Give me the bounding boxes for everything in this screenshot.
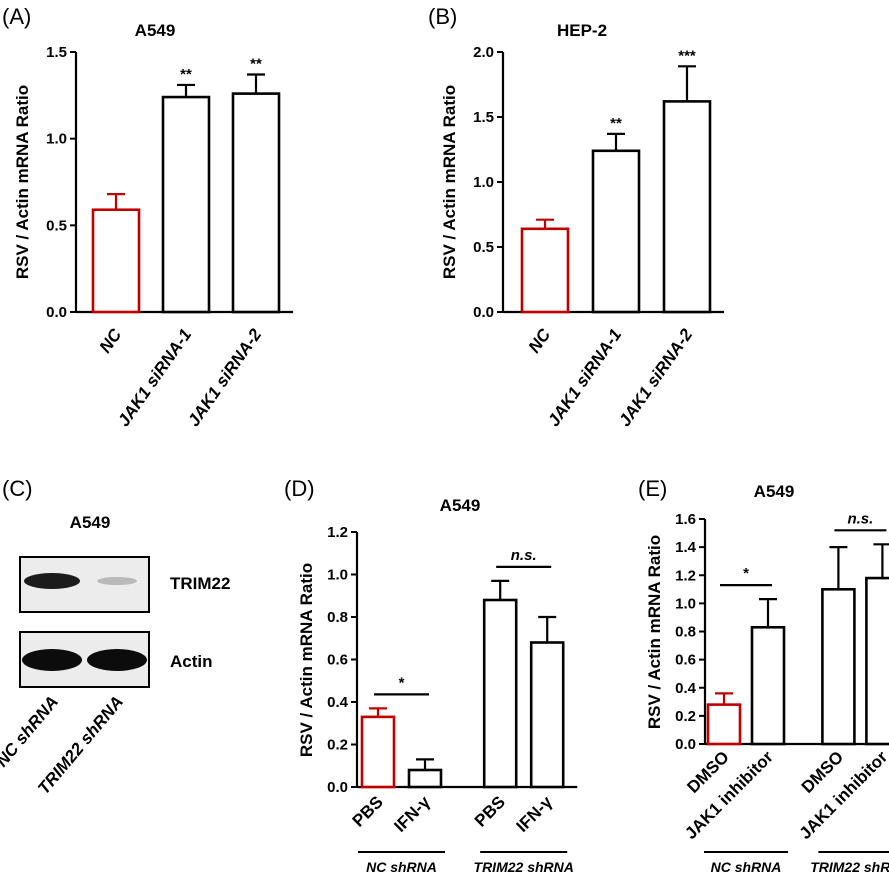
comparison-label: n.s. <box>847 510 873 527</box>
y-tick-label: 1.0 <box>675 595 696 612</box>
category-label: IFN-γ <box>513 792 557 836</box>
band-trim22-nc <box>24 573 80 589</box>
y-tick-label: 0.0 <box>675 736 696 753</box>
y-tick-label: 0.2 <box>675 708 696 725</box>
band-trim22-kd <box>97 577 137 585</box>
category-label: IFN-γ <box>390 792 434 836</box>
bar <box>706 703 742 746</box>
significance-label: *** <box>678 47 696 64</box>
bar <box>520 227 570 314</box>
y-tick-label: 2.0 <box>473 44 494 61</box>
bar <box>529 641 565 789</box>
bar <box>482 598 518 789</box>
comparison-label: n.s. <box>511 547 537 564</box>
bar <box>591 149 641 314</box>
y-tick-label: 0.8 <box>327 609 348 626</box>
significance-label: ** <box>610 115 622 132</box>
bar <box>360 715 396 789</box>
chart-title: A549 <box>135 21 176 40</box>
band-label-actin: Actin <box>170 652 213 671</box>
y-tick-label: 0.5 <box>46 217 67 234</box>
y-tick-label: 0.5 <box>473 239 494 256</box>
bar <box>91 208 141 314</box>
chart-title: A549 <box>440 496 481 515</box>
y-tick-label: 0.0 <box>46 304 67 321</box>
y-tick-label: 0.4 <box>675 680 697 697</box>
category-label: JAK1 siRNA-2 <box>615 325 696 430</box>
group-label: NC shRNA <box>366 859 437 875</box>
bar <box>161 95 211 314</box>
y-tick-label: 1.4 <box>675 539 697 556</box>
chart-title: A549 <box>754 482 795 501</box>
y-tick-label: 1.5 <box>473 109 494 126</box>
y-axis-label: RSV / Actin mRNA Ratio <box>645 535 664 729</box>
y-tick-label: 0.6 <box>327 652 348 669</box>
bar <box>750 625 786 746</box>
y-tick-label: 1.0 <box>46 131 67 148</box>
panel-label-b: (B) <box>428 4 457 29</box>
category-label: NC <box>96 325 126 357</box>
chart-title: HEP-2 <box>557 21 607 40</box>
y-tick-label: 0.8 <box>675 624 696 641</box>
category-label: JAK1 siRNA-1 <box>544 325 625 430</box>
lane-label-nc: NC shRNA <box>0 692 62 770</box>
comparison-label: * <box>743 565 749 582</box>
category-label: JAK1 siRNA-1 <box>114 325 195 430</box>
y-tick-label: 1.2 <box>327 524 348 541</box>
band-actin-nc <box>22 649 82 671</box>
blot-title: A549 <box>70 513 111 532</box>
y-axis-label: RSV / Actin mRNA Ratio <box>297 563 316 757</box>
y-tick-label: 1.5 <box>46 44 67 61</box>
y-tick-label: 1.0 <box>327 567 348 584</box>
group-label: TRIM22 shRNA <box>474 859 574 875</box>
significance-label: ** <box>180 66 192 83</box>
bar <box>821 588 856 746</box>
western-blot-panel: A549 TRIM22 Actin NC shRNA TRIM22 shRNA <box>0 513 230 798</box>
category-label: PBS <box>349 792 387 830</box>
category-label: JAK1 siRNA-2 <box>184 325 265 430</box>
category-label: NC <box>525 325 555 357</box>
bar <box>865 576 889 746</box>
band-label-trim22: TRIM22 <box>170 574 230 593</box>
bar <box>231 92 281 314</box>
comparison-label: * <box>399 674 405 691</box>
y-tick-label: 1.0 <box>473 174 494 191</box>
chart-e: A549 RSV / Actin mRNA Ratio 0.0 0.2 0.4 0.6 0.… <box>645 482 889 875</box>
y-axis-label: RSV / Actin mRNA Ratio <box>13 85 32 279</box>
chart-b: HEP-2 RSV / Actin mRNA Ratio 0.0 0.5 1.0 1.5 2… <box>440 21 724 430</box>
group-label: TRIM22 shRNA <box>810 859 889 875</box>
y-tick-label: 0.0 <box>473 304 494 321</box>
category-label: PBS <box>471 792 509 830</box>
band-actin-kd <box>87 649 147 671</box>
panel-label-e: (E) <box>638 476 667 501</box>
y-tick-label: 0.4 <box>327 694 349 711</box>
y-axis-label: RSV / Actin mRNA Ratio <box>440 85 459 279</box>
panel-label-c: (C) <box>2 476 33 501</box>
y-tick-label: 0.6 <box>675 652 696 669</box>
chart-d: A549 RSV / Actin mRNA Ratio 0.0 0.2 0.4 0.6 0.… <box>297 496 578 875</box>
bar <box>662 100 712 314</box>
panel-label-a: (A) <box>2 4 31 29</box>
y-tick-label: 0.0 <box>327 779 348 796</box>
y-tick-label: 1.2 <box>675 567 696 584</box>
bar <box>407 768 443 789</box>
significance-label: ** <box>250 56 262 73</box>
y-tick-label: 1.6 <box>675 511 696 528</box>
group-label: NC shRNA <box>711 859 782 875</box>
panel-label-d: (D) <box>284 476 315 501</box>
chart-a: A549 RSV / Actin mRNA Ratio 0.0 0.5 1.0 1.5 NC… <box>13 21 293 430</box>
y-tick-label: 0.2 <box>327 737 348 754</box>
